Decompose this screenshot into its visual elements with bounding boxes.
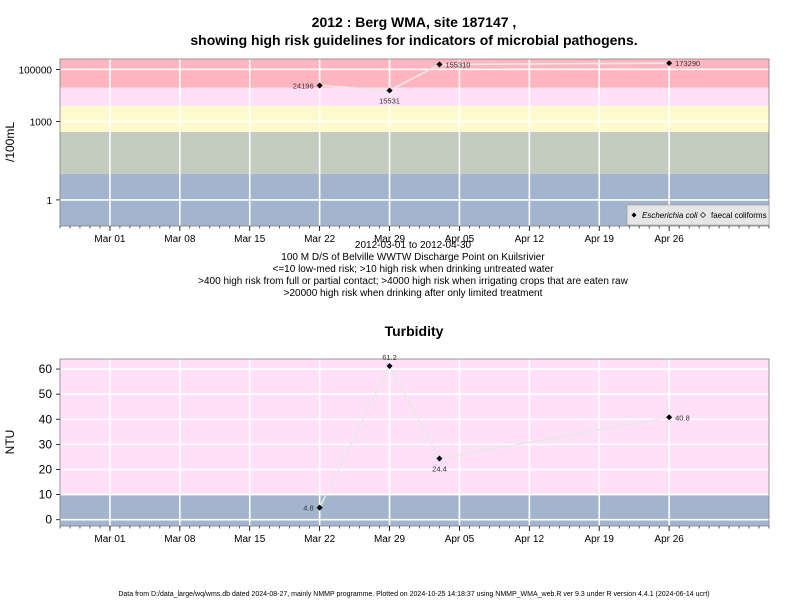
ecoli-band-3 [60, 87, 769, 106]
turbidity-bands [60, 359, 769, 526]
ecoli-xtick-label-7: Apr 19 [585, 234, 615, 245]
ecoli-data-point-3 [666, 60, 673, 67]
turbidity-data-point-2 [436, 455, 443, 462]
turbidity-gridlines [60, 359, 769, 526]
ecoli-xtick-label-8: Apr 26 [654, 234, 684, 245]
turbidity-xtick-label-8: Apr 26 [654, 534, 684, 545]
ecoli-markers: 24196 15531 155310 173290 [293, 59, 700, 105]
turbidity-xtick-label-6: Apr 12 [515, 534, 545, 545]
ecoli-band-1 [60, 131, 769, 174]
ecoli-chart-subtitle: showing high risk guidelines for indicat… [190, 32, 637, 48]
ecoli-data-label-1: 15531 [379, 96, 400, 105]
turbidity-data-label-2: 24.4 [432, 464, 447, 473]
turbidity-xtick-label-3: Mar 22 [304, 534, 336, 545]
ecoli-data-label-2: 155310 [445, 60, 470, 69]
turbidity-data-label-1: 61.2 [382, 353, 397, 362]
ecoli-xtick-label-1: Mar 08 [164, 234, 196, 245]
legend-ecoli-label: Escherichia coli [642, 211, 698, 220]
turbidity-ytick-label-2: 20 [39, 462, 53, 476]
legend-ecoli-marker [631, 212, 637, 218]
legend-faecal-marker [700, 212, 706, 218]
turbidity-frame [59, 358, 770, 527]
ecoli-data-label-0: 24196 [293, 81, 314, 90]
turbidity-series-line-0 [318, 364, 670, 509]
turbidity-series-line [318, 364, 670, 509]
turbidity-data-label-3: 40.8 [675, 413, 690, 422]
caption-site: 100 M D/S of Belville WWTW Discharge Poi… [281, 252, 545, 263]
ecoli-x-axis-caption: 2012-03-01 to 2012-04-30 100 M D/S of Be… [198, 240, 628, 299]
turbidity-data-point-1 [386, 363, 393, 370]
turbidity-ytick-label-3: 30 [39, 437, 53, 451]
ecoli-band-2 [60, 105, 769, 132]
ecoli-series-line [319, 62, 670, 92]
footer-note: Data from D:/data_large/wq/wms.db dated … [118, 591, 709, 598]
ecoli-data-point-2 [436, 61, 443, 68]
ecoli-y-axis: 1 1000 100000 [19, 65, 60, 207]
ecoli-panel: 2012 : Berg WMA, site 187147 , showing h… [3, 14, 770, 299]
turbidity-ytick-label-6: 60 [39, 362, 53, 376]
turbidity-xtick-label-2: Mar 15 [234, 534, 266, 545]
ecoli-xtick-label-6: Apr 12 [515, 234, 545, 245]
turbidity-xtick-label-4: Mar 29 [374, 534, 406, 545]
ecoli-chart-title: 2012 : Berg WMA, site 187147 , [312, 14, 517, 30]
turbidity-band-0 [60, 494, 769, 526]
turbidity-ytick-label-4: 40 [39, 412, 53, 426]
turbidity-band-1 [60, 359, 769, 495]
caption-risk-drinking: <=10 low-med risk; >10 high risk when dr… [273, 264, 555, 275]
legend-faecal-label: faecal coliforms [711, 211, 767, 220]
caption-risk-treatment: >20000 high risk when drinking after onl… [284, 288, 543, 299]
ecoli-ytick-label-2: 100000 [19, 65, 53, 76]
turbidity-xtick-label-7: Apr 19 [585, 534, 615, 545]
turbidity-x-axis: Mar 01 Mar 08 Mar 15 Mar 22 Mar 29 Apr 05 Apr … [59, 526, 770, 545]
caption-date-range: 2012-03-01 to 2012-04-30 [355, 240, 472, 251]
ecoli-bands [60, 59, 769, 226]
turbidity-ytick-label-0: 0 [45, 513, 52, 527]
ecoli-xtick-label-3: Mar 22 [304, 234, 336, 245]
ecoli-data-point-1 [386, 87, 393, 94]
ecoli-data-point-0 [316, 82, 323, 89]
caption-risk-contact: >400 high risk from full or partial cont… [198, 276, 628, 287]
ecoli-series-line-0 [319, 62, 670, 92]
ecoli-y-axis-label: /100mL [3, 122, 17, 162]
legend: Escherichia coli faecal coliforms [626, 204, 770, 226]
turbidity-ytick-label-5: 50 [39, 387, 53, 401]
ecoli-x-axis: Mar 01 Mar 08 Mar 15 Mar 22 Mar 29 Apr 05 Apr … [59, 226, 770, 245]
turbidity-plot-frame [59, 358, 770, 527]
turbidity-y-axis: 0 10 20 30 40 50 60 [39, 362, 60, 527]
legend-box [626, 204, 770, 226]
turbidity-y-axis-label: NTU [3, 430, 17, 455]
turbidity-xtick-label-5: Apr 05 [445, 534, 475, 545]
ecoli-xtick-label-4: Mar 29 [374, 234, 406, 245]
ecoli-plot-frame [59, 58, 770, 227]
ecoli-data-label-3: 173290 [675, 59, 700, 68]
turbidity-ytick-label-1: 10 [39, 488, 53, 502]
ecoli-ytick-label-1: 1000 [30, 118, 53, 129]
ecoli-frame [59, 58, 770, 227]
ecoli-xtick-label-2: Mar 15 [234, 234, 266, 245]
ecoli-xtick-label-0: Mar 01 [94, 234, 126, 245]
turbidity-data-label-0: 4.8 [303, 504, 313, 513]
turbidity-xtick-label-1: Mar 08 [164, 534, 196, 545]
turbidity-data-point-3 [666, 414, 673, 421]
turbidity-panel: Turbidity 4.861.224.440.8 0102030405060 … [3, 323, 770, 545]
ecoli-xtick-label-5: Apr 05 [445, 234, 475, 245]
turbidity-xtick-label-0: Mar 01 [94, 534, 126, 545]
ecoli-ytick-label-0: 1 [46, 196, 52, 207]
ecoli-gridlines [60, 59, 769, 226]
turbidity-data-point-0 [316, 504, 323, 511]
turbidity-markers: 4.8 61.2 24.4 40.8 [303, 353, 690, 513]
turbidity-chart-title: Turbidity [385, 323, 444, 339]
